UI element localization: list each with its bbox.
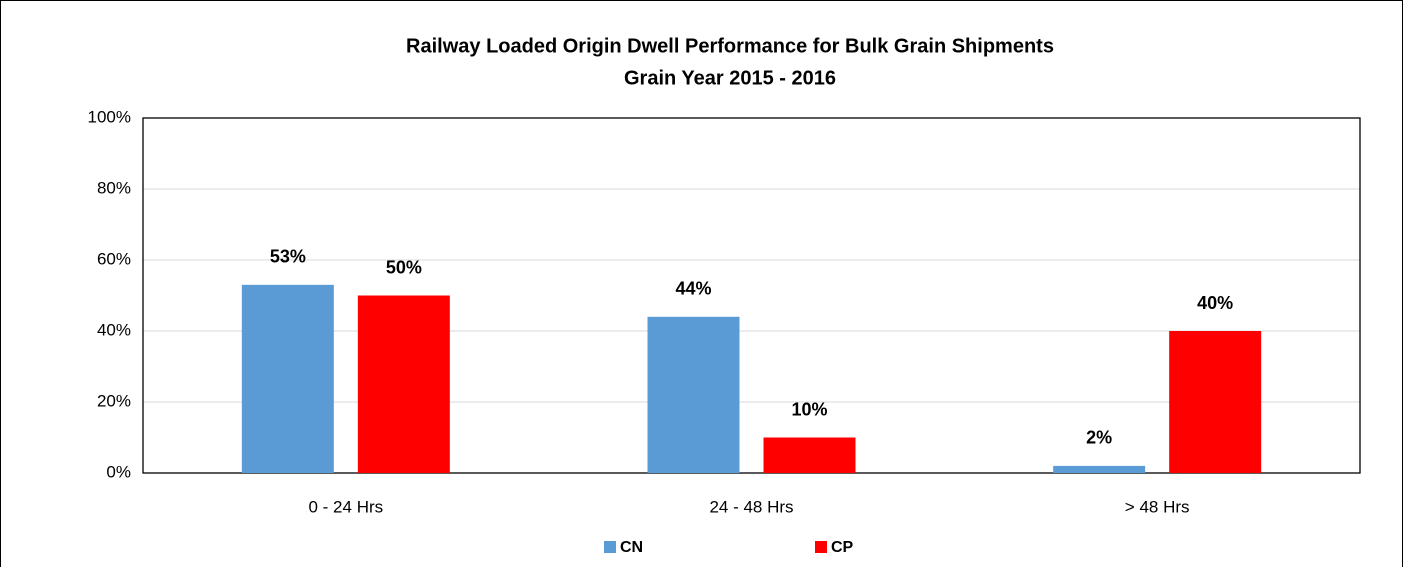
chart-title: Railway Loaded Origin Dwell Performance … <box>406 35 1054 57</box>
value-label: 53% <box>270 247 306 267</box>
bar <box>1169 331 1262 473</box>
bar <box>763 437 856 473</box>
y-tick-label: 60% <box>97 249 131 268</box>
x-tick-label: > 48 Hrs <box>1125 497 1190 516</box>
legend-label: CN <box>620 539 643 556</box>
legend-swatch <box>604 541 616 553</box>
x-tick-label: 24 - 48 Hrs <box>709 497 793 516</box>
value-label: 10% <box>791 399 827 419</box>
bar <box>357 295 450 473</box>
bar <box>241 284 334 473</box>
bar <box>1053 465 1146 473</box>
legend-label: CP <box>831 539 854 556</box>
chart-subtitle: Grain Year 2015 - 2016 <box>624 67 836 89</box>
y-tick-label: 20% <box>97 391 131 410</box>
x-tick-label: 0 - 24 Hrs <box>309 497 384 516</box>
y-tick-label: 80% <box>97 178 131 197</box>
value-label: 50% <box>386 257 422 277</box>
bar <box>647 316 740 473</box>
value-label: 44% <box>675 279 711 299</box>
value-label: 2% <box>1086 428 1112 448</box>
legend-swatch <box>815 541 827 553</box>
y-tick-label: 0% <box>106 462 131 481</box>
y-tick-label: 100% <box>88 107 131 126</box>
value-label: 40% <box>1197 293 1233 313</box>
plot-frame <box>142 117 1361 474</box>
y-tick-label: 40% <box>97 320 131 339</box>
